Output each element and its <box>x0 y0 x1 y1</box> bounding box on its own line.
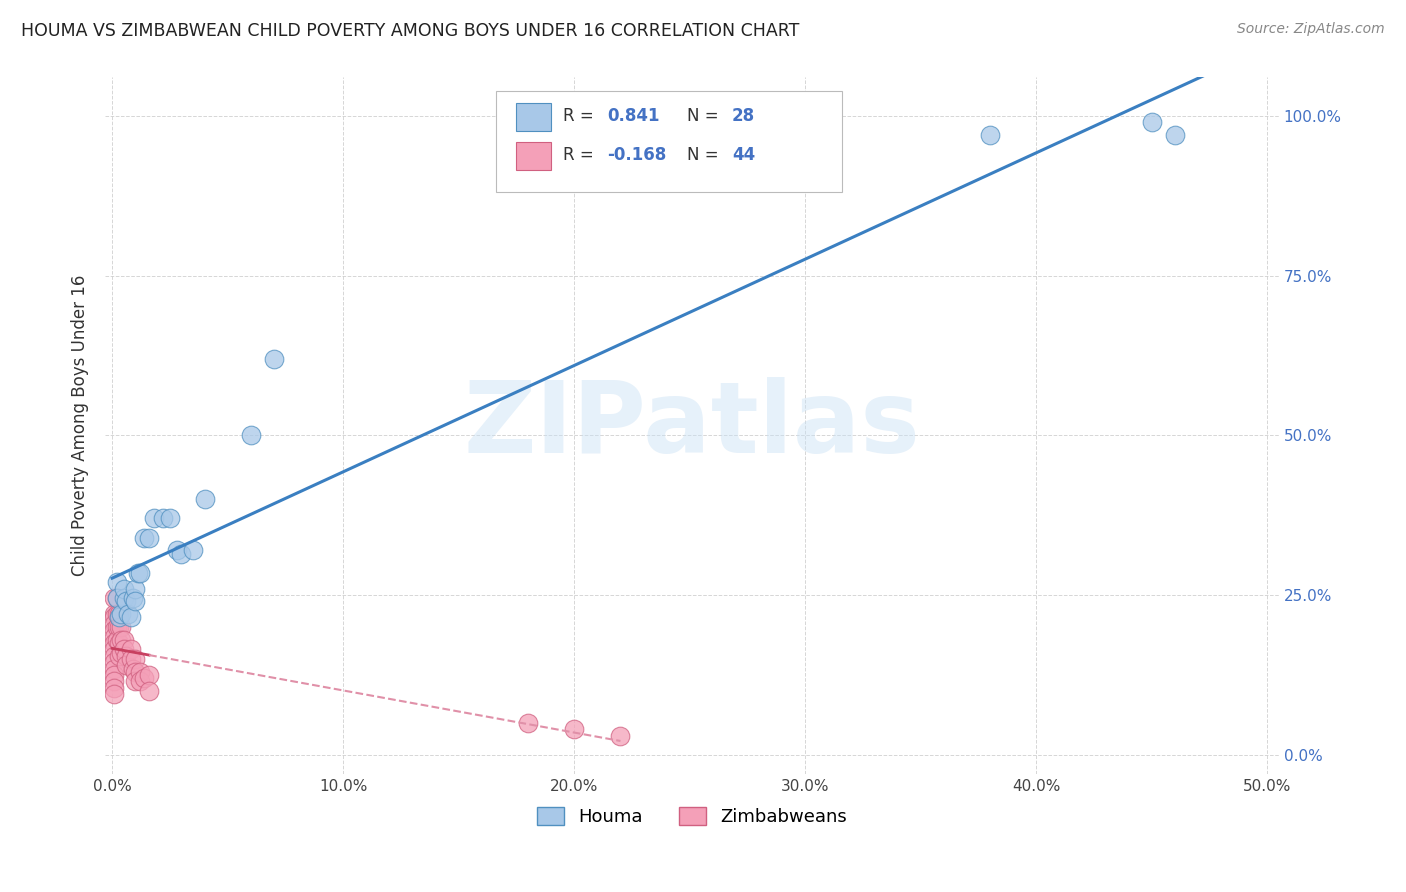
Point <box>138 684 160 698</box>
Point <box>103 624 125 638</box>
Point <box>138 531 160 545</box>
Text: N =: N = <box>688 145 724 164</box>
Point <box>166 543 188 558</box>
Point <box>181 543 204 558</box>
Point <box>134 671 156 685</box>
Text: Source: ZipAtlas.com: Source: ZipAtlas.com <box>1237 22 1385 37</box>
Point <box>979 128 1001 142</box>
Point <box>103 636 125 650</box>
Y-axis label: Child Poverty Among Boys Under 16: Child Poverty Among Boys Under 16 <box>72 275 89 576</box>
Point <box>609 729 631 743</box>
Text: 44: 44 <box>733 145 755 164</box>
Point <box>562 723 585 737</box>
Point <box>105 632 128 647</box>
Point <box>112 642 135 657</box>
Point <box>128 566 150 580</box>
Text: 28: 28 <box>733 107 755 125</box>
Point <box>110 632 132 647</box>
Text: 0.841: 0.841 <box>607 107 659 125</box>
Legend: Houma, Zimbabweans: Houma, Zimbabweans <box>530 799 855 833</box>
Point <box>193 492 215 507</box>
Point <box>128 674 150 689</box>
Point <box>110 607 132 622</box>
Text: HOUMA VS ZIMBABWEAN CHILD POVERTY AMONG BOYS UNDER 16 CORRELATION CHART: HOUMA VS ZIMBABWEAN CHILD POVERTY AMONG … <box>21 22 800 40</box>
Text: -0.168: -0.168 <box>607 145 666 164</box>
Point <box>152 511 174 525</box>
Point <box>117 607 139 622</box>
Point <box>124 582 146 596</box>
Point <box>103 681 125 695</box>
Point <box>105 607 128 622</box>
Point <box>108 607 131 622</box>
Text: R =: R = <box>562 107 599 125</box>
Point <box>142 511 165 525</box>
Point <box>108 610 131 624</box>
Point <box>115 658 138 673</box>
Point <box>120 652 142 666</box>
Point <box>112 632 135 647</box>
Point <box>108 636 131 650</box>
Point <box>138 668 160 682</box>
Point <box>110 620 132 634</box>
Point <box>127 566 149 580</box>
Point <box>103 610 125 624</box>
Point <box>103 616 125 631</box>
Point <box>103 662 125 676</box>
Point <box>120 642 142 657</box>
Point <box>105 620 128 634</box>
Point <box>105 575 128 590</box>
Point <box>115 594 138 608</box>
Point <box>105 591 128 606</box>
Point <box>103 674 125 689</box>
FancyBboxPatch shape <box>496 91 842 193</box>
FancyBboxPatch shape <box>516 142 551 170</box>
Point <box>108 620 131 634</box>
Point <box>517 715 540 730</box>
Point <box>103 607 125 622</box>
Point <box>124 594 146 608</box>
Point <box>110 646 132 660</box>
Point <box>103 648 125 663</box>
Point <box>122 591 145 606</box>
Point <box>134 531 156 545</box>
Point <box>1164 128 1187 142</box>
Point <box>128 665 150 679</box>
Point <box>103 687 125 701</box>
Point <box>103 642 125 657</box>
Point <box>115 648 138 663</box>
Point <box>122 662 145 676</box>
Point <box>112 582 135 596</box>
Point <box>170 547 193 561</box>
Point <box>159 511 181 525</box>
Text: N =: N = <box>688 107 724 125</box>
Text: ZIPatlas: ZIPatlas <box>464 377 921 475</box>
Point <box>263 351 285 366</box>
Point <box>103 655 125 669</box>
Point <box>103 591 125 606</box>
Point <box>124 652 146 666</box>
Point <box>120 610 142 624</box>
FancyBboxPatch shape <box>516 103 551 131</box>
Point <box>108 648 131 663</box>
Point <box>1140 115 1163 129</box>
Text: R =: R = <box>562 145 599 164</box>
Point <box>124 674 146 689</box>
Point <box>112 591 135 606</box>
Point <box>103 630 125 644</box>
Point <box>124 665 146 679</box>
Point <box>103 668 125 682</box>
Point <box>239 428 262 442</box>
Point <box>105 591 128 606</box>
